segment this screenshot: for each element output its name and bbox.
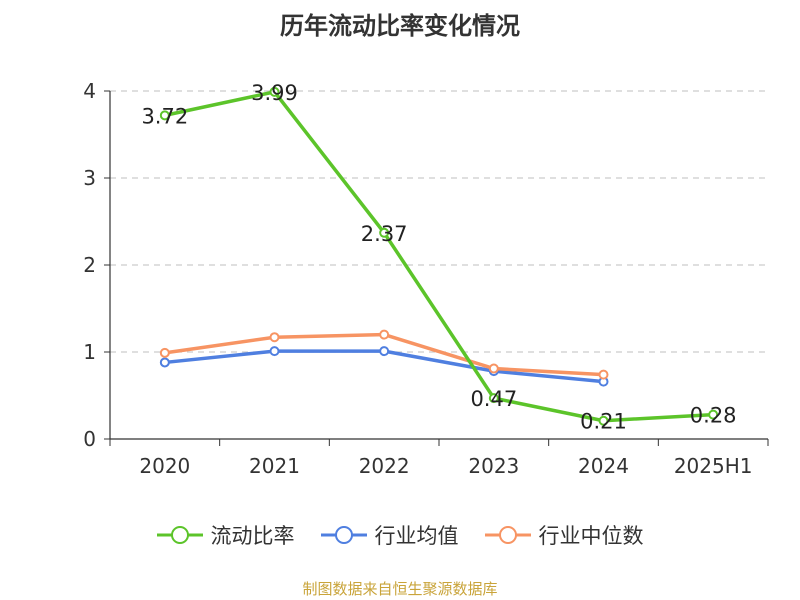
legend-marker-industry-median — [484, 526, 531, 544]
data-source-note: 制图数据来自恒生聚源数据库 — [302, 580, 498, 598]
point-industry-median[interactable] — [488, 363, 499, 374]
data-label: 0.28 — [690, 404, 737, 428]
point-industry-avg[interactable] — [159, 357, 170, 368]
x-tick-label: 2024 — [578, 454, 629, 478]
series-line-current-ratio — [164, 90, 714, 423]
data-label: 2.37 — [361, 222, 408, 246]
point-industry-median[interactable] — [159, 347, 170, 358]
series-lines — [159, 86, 719, 426]
point-industry-avg[interactable] — [379, 346, 390, 357]
y-tick-label: 3 — [83, 166, 96, 190]
legend-label-industry-avg: 行业均值 — [374, 524, 459, 548]
point-industry-median[interactable] — [269, 332, 280, 343]
y-tick-label: 2 — [83, 253, 96, 277]
point-current-ratio[interactable] — [598, 415, 609, 426]
x-tick-label: 2025H1 — [674, 454, 753, 478]
point-current-ratio[interactable] — [159, 110, 170, 121]
legend: 流动比率 行业均值 行业中位数 — [0, 520, 800, 550]
legend-item-industry-median[interactable]: 行业中位数 — [484, 520, 644, 550]
legend-marker-industry-avg — [320, 526, 367, 544]
point-industry-avg[interactable] — [269, 346, 280, 357]
data-label: 3.72 — [141, 104, 188, 128]
x-tick-label: 2020 — [139, 454, 190, 478]
point-industry-median[interactable] — [598, 369, 609, 380]
point-current-ratio[interactable] — [379, 227, 390, 238]
data-label: 0.47 — [470, 387, 517, 411]
data-labels: 3.72 3.99 2.37 0.47 0.21 0.28 — [141, 81, 736, 434]
axes: 0 1 2 3 4 2020 2021 2022 2023 2024 2025H1 — [83, 79, 769, 478]
y-tick-label: 0 — [83, 427, 96, 451]
data-label: 0.21 — [580, 410, 627, 434]
point-industry-median[interactable] — [379, 329, 390, 340]
data-label: 3.99 — [251, 81, 298, 105]
legend-label-current-ratio: 流动比率 — [210, 524, 295, 548]
legend-item-current-ratio[interactable]: 流动比率 — [156, 520, 295, 550]
legend-label-industry-median: 行业中位数 — [538, 524, 644, 548]
y-tick-label: 4 — [83, 79, 96, 103]
x-tick-label: 2022 — [359, 454, 410, 478]
x-tick-label: 2023 — [468, 454, 519, 478]
legend-marker-current-ratio — [156, 526, 203, 544]
point-current-ratio[interactable] — [488, 393, 499, 404]
point-current-ratio[interactable] — [269, 86, 280, 97]
y-tick-label: 1 — [83, 340, 96, 364]
chart-title: 历年流动比率变化情况 — [280, 12, 520, 40]
point-current-ratio[interactable] — [708, 409, 719, 420]
legend-item-industry-avg[interactable]: 行业均值 — [320, 520, 459, 550]
x-tick-label: 2021 — [249, 454, 300, 478]
